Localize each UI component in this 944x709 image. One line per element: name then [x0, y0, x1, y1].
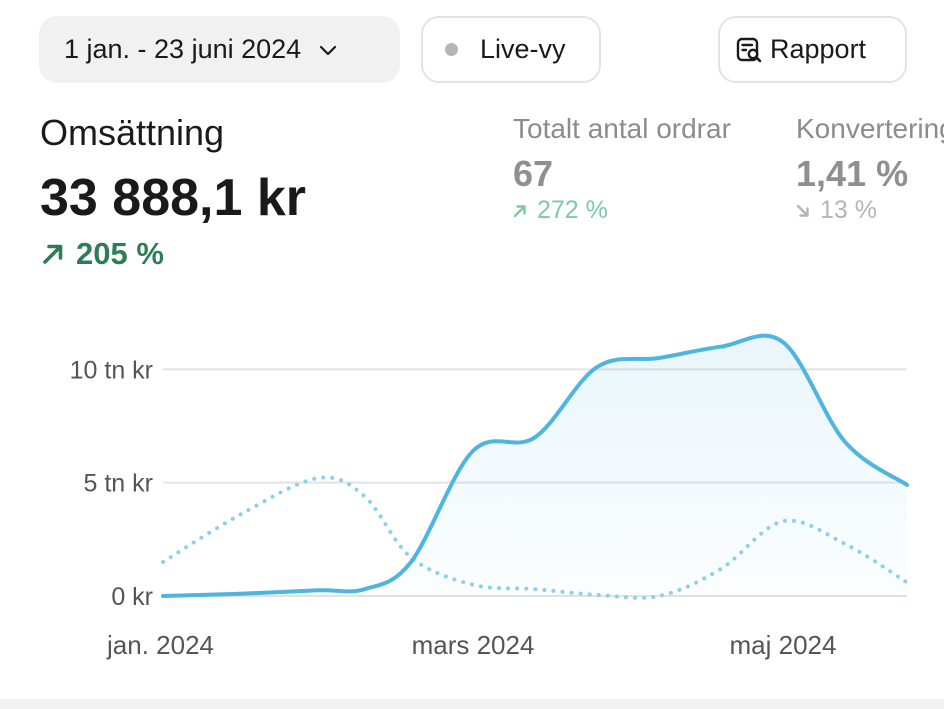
- report-label: Rapport: [770, 34, 867, 64]
- arrow-up-right-icon: [43, 244, 63, 264]
- y-axis-ticks: 0 kr 5 tn kr 10 tn kr: [70, 356, 153, 611]
- orders-value: 67: [513, 153, 554, 194]
- comparison-series-line: [161, 475, 909, 600]
- orders-delta: 272 %: [513, 196, 608, 225]
- y-tick-label: 5 tn kr: [84, 470, 153, 498]
- revenue-delta: 205 %: [40, 236, 164, 272]
- chevron-down-icon: [320, 45, 337, 55]
- revenue-value: 33 888,1 kr: [40, 169, 307, 227]
- live-status-dot-icon: [445, 43, 458, 56]
- report-search-icon: [736, 37, 762, 62]
- x-tick-label: jan. 2024: [106, 630, 214, 660]
- x-axis-ticks: jan. 2024 mars 2024 maj 2024: [106, 630, 836, 660]
- x-tick-label: mars 2024: [412, 630, 535, 660]
- x-tick-label: maj 2024: [730, 630, 837, 660]
- y-tick-label: 0 kr: [111, 583, 153, 611]
- report-button[interactable]: Rapport: [718, 16, 907, 83]
- conversion-delta: 13 %: [796, 196, 877, 225]
- orders-delta-value: 272 %: [537, 196, 608, 224]
- live-view-label: Live-vy: [480, 34, 566, 64]
- conversion-delta-value: 13 %: [820, 196, 877, 224]
- arrow-up-right-icon: [513, 204, 526, 217]
- date-range-label: 1 jan. - 23 juni 2024: [64, 34, 302, 64]
- revenue-area-fill: [163, 335, 907, 596]
- live-view-button[interactable]: Live-vy: [421, 16, 601, 83]
- date-range-selector[interactable]: 1 jan. - 23 juni 2024: [39, 16, 400, 83]
- orders-label[interactable]: Totalt antal ordrar: [513, 113, 731, 144]
- revenue-delta-value: 205 %: [76, 236, 164, 271]
- conversion-value: 1,41 %: [796, 153, 909, 194]
- bottom-panel-edge: [0, 699, 944, 709]
- y-tick-label: 10 tn kr: [70, 356, 153, 384]
- revenue-series-line: [161, 333, 909, 598]
- arrow-down-right-icon: [796, 204, 809, 217]
- revenue-chart: 0 kr 5 tn kr 10 tn kr jan. 2024 mars 2024 ma…: [70, 333, 909, 660]
- revenue-label: Omsättning: [40, 112, 225, 153]
- conversion-label[interactable]: Konvertering: [796, 113, 944, 144]
